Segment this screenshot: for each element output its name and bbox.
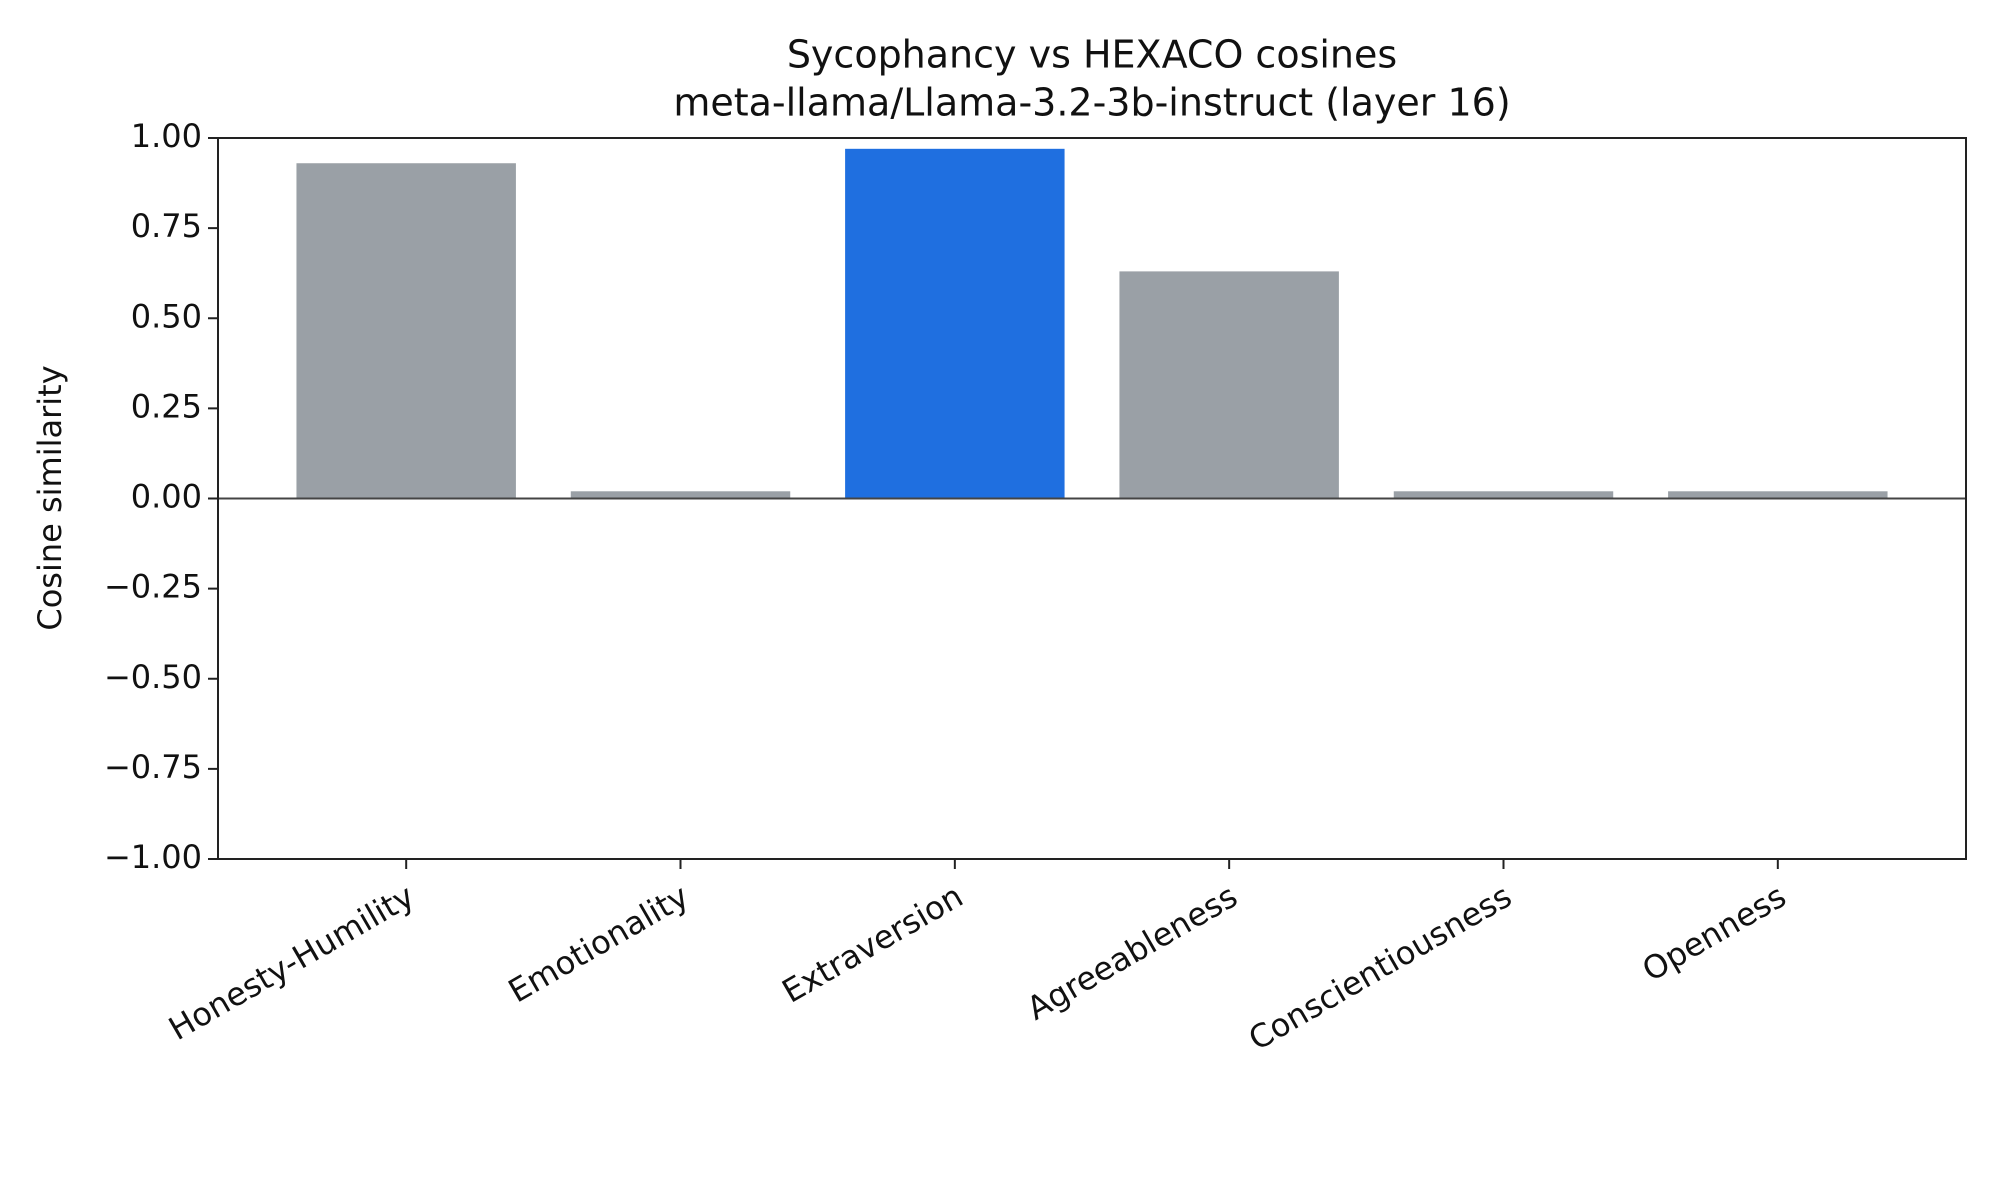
bar: [570, 491, 791, 499]
x-tick-label: Extraversion: [776, 877, 970, 1011]
x-tick-label: Conscientiousness: [1242, 877, 1518, 1058]
x-tick-label: Agreeableness: [1020, 877, 1243, 1028]
y-tick-label: −0.75: [104, 748, 202, 786]
bar: [1393, 491, 1614, 499]
y-tick-label: −1.00: [104, 838, 202, 876]
y-tick-label: 0.50: [131, 297, 202, 335]
bar: [845, 148, 1065, 499]
plot-frame: [217, 137, 1967, 860]
y-tick-label: −0.50: [104, 658, 202, 696]
y-tick-label: −0.25: [104, 568, 202, 606]
bar: [1119, 271, 1339, 499]
y-tick-label: 1.00: [131, 117, 202, 155]
x-tick-label: Honesty-Humility: [162, 877, 420, 1048]
x-tick-label: Emotionality: [502, 877, 695, 1010]
bar: [1668, 491, 1888, 499]
chart-title: Sycophancy vs HEXACO cosines: [787, 33, 1397, 77]
bar: [296, 163, 516, 499]
y-tick-label: 0.25: [131, 387, 202, 425]
y-axis-label: Cosine similarity: [31, 365, 69, 630]
y-tick-label: 0.75: [131, 207, 202, 245]
chart-subtitle: meta-llama/Llama-3.2-3b-instruct (layer …: [673, 81, 1510, 125]
x-tick-label: Openness: [1636, 877, 1793, 989]
y-tick-label: 0.00: [131, 478, 202, 516]
